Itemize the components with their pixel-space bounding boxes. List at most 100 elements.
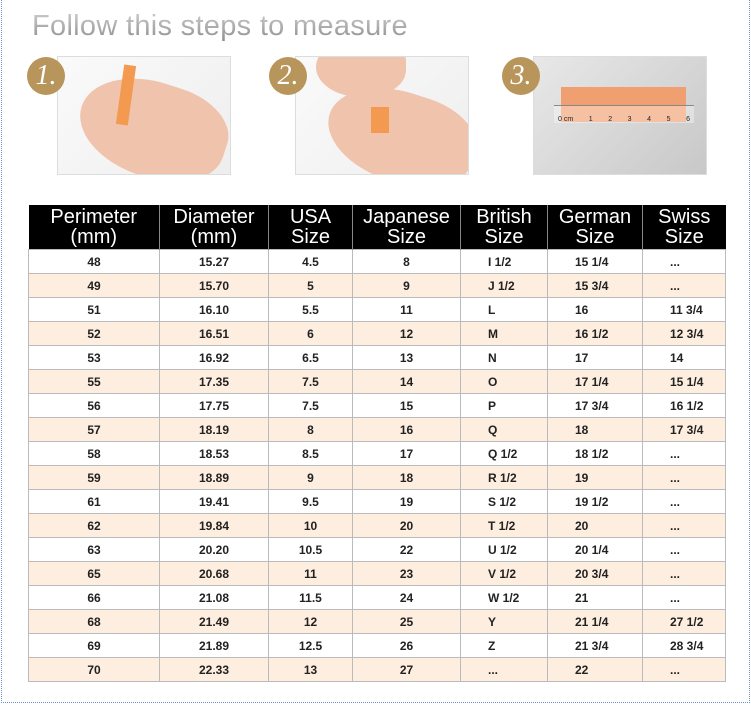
table-cell: 13 — [352, 345, 461, 370]
table-cell: 14 — [352, 369, 461, 394]
table-cell: 11 — [352, 297, 461, 322]
table-cell: 19 1/2 — [547, 489, 643, 514]
table-cell: 26 — [352, 633, 461, 658]
table-cell: ... — [642, 465, 726, 490]
table-cell: 15 1/4 — [547, 249, 643, 274]
table-cell: 17 1/4 — [547, 369, 643, 394]
ring-size-table: Perimeter (mm) Diameter (mm) USA Size Japanese… — [28, 205, 726, 682]
table-cell: ... — [642, 249, 726, 274]
table-cell: 18 — [352, 465, 461, 490]
table-row: 62 19.84 10 20 T 1/2 20... — [28, 513, 726, 538]
table-row: 51 16.10 5.5 11 L 16 11 3/4 — [28, 297, 726, 322]
table-cell: 51 — [28, 297, 160, 322]
table-cell: 5.5 — [268, 297, 353, 322]
table-row: 48 15.27 4.5 8 I 1/2 15 1/4... — [28, 249, 726, 274]
table-cell: 18 1/2 — [547, 441, 643, 466]
table-cell: 16.10 — [159, 297, 269, 322]
step-1-image — [57, 56, 231, 175]
step-2-badge: 2. — [269, 57, 307, 95]
table-cell: ... — [460, 657, 548, 682]
table-cell: 20 1/4 — [547, 537, 643, 562]
column-header-line: Size — [387, 226, 426, 248]
table-cell: I 1/2 — [460, 249, 548, 274]
table-cell: 11.5 — [268, 585, 353, 610]
table-cell: 52 — [28, 321, 160, 346]
table-cell: 18.53 — [159, 441, 269, 466]
table-cell: ... — [642, 513, 726, 538]
table-cell: 8 — [352, 249, 461, 274]
step-2-image — [295, 56, 469, 175]
table-cell: W 1/2 — [460, 585, 548, 610]
table-cell: 16.51 — [159, 321, 269, 346]
table-cell: 15 1/4 — [642, 369, 726, 394]
table-cell: 17 — [352, 441, 461, 466]
table-cell: 8 — [268, 417, 353, 442]
column-header: Japanese Size — [352, 205, 461, 250]
table-cell: 56 — [28, 393, 160, 418]
table-cell: 6 — [268, 321, 353, 346]
table-cell: 69 — [28, 633, 160, 658]
table-cell: 12.5 — [268, 633, 353, 658]
table-cell: Q — [460, 417, 548, 442]
table-cell: ... — [642, 273, 726, 298]
table-cell: 12 — [268, 609, 353, 634]
table-cell: 6.5 — [268, 345, 353, 370]
table-cell: 28 3/4 — [642, 633, 726, 658]
table-cell: 17 3/4 — [547, 393, 643, 418]
table-cell: 19.41 — [159, 489, 269, 514]
table-cell: 21 3/4 — [547, 633, 643, 658]
table-cell: 55 — [28, 369, 160, 394]
table-cell: 17 — [547, 345, 643, 370]
column-header: British Size — [460, 205, 548, 250]
table-row: 70 22.33 13 27... 22... — [28, 657, 726, 682]
table-cell: 22.33 — [159, 657, 269, 682]
table-cell: 7.5 — [268, 369, 353, 394]
table-cell: 13 — [268, 657, 353, 682]
table-cell: 20.20 — [159, 537, 269, 562]
table-cell: 17.35 — [159, 369, 269, 394]
table-cell: 63 — [28, 537, 160, 562]
table-cell: 61 — [28, 489, 160, 514]
column-header-line: USA — [289, 206, 332, 228]
table-row: 59 18.89 9 18 R 1/2 19... — [28, 465, 726, 490]
table-cell: 7.5 — [268, 393, 353, 418]
table-cell: 8.5 — [268, 441, 353, 466]
table-cell: 27 1/2 — [642, 609, 726, 634]
column-header-line: (mm) — [70, 226, 118, 248]
table-cell: 24 — [352, 585, 461, 610]
table-cell: 21.89 — [159, 633, 269, 658]
table-cell: 19 — [352, 489, 461, 514]
column-header: USA Size — [268, 205, 353, 250]
column-header-line: Diameter — [173, 206, 255, 228]
column-header-line: German — [558, 206, 632, 228]
table-cell: 66 — [28, 585, 160, 610]
table-cell: ... — [642, 489, 726, 514]
table-cell: T 1/2 — [460, 513, 548, 538]
table-cell: 21 — [547, 585, 643, 610]
table-cell: 15.27 — [159, 249, 269, 274]
table-cell: 4.5 — [268, 249, 353, 274]
table-row: 52 16.51 6 12 M 16 1/2 12 3/4 — [28, 321, 726, 346]
table-cell: ... — [642, 561, 726, 586]
table-cell: 9.5 — [268, 489, 353, 514]
table-cell: 65 — [28, 561, 160, 586]
table-row: 49 15.70 5 9 J 1/2 15 3/4... — [28, 273, 726, 298]
table-cell: P — [460, 393, 548, 418]
table-cell: 22 — [547, 657, 643, 682]
table-cell: 59 — [28, 465, 160, 490]
table-cell: ... — [642, 585, 726, 610]
table-cell: 23 — [352, 561, 461, 586]
table-cell: 16 1/2 — [642, 393, 726, 418]
table-cell: 57 — [28, 417, 160, 442]
column-header: Diameter (mm) — [159, 205, 269, 250]
table-cell: 9 — [352, 273, 461, 298]
table-cell: 10 — [268, 513, 353, 538]
table-row: 58 18.53 8.5 17 Q 1/2 18 1/2... — [28, 441, 726, 466]
table-cell: 20 — [547, 513, 643, 538]
table-cell: 16 — [547, 297, 643, 322]
table-cell: 16.92 — [159, 345, 269, 370]
column-header-line: Japanese — [363, 206, 450, 228]
column-header-line: (mm) — [190, 226, 238, 248]
table-cell: 20 3/4 — [547, 561, 643, 586]
